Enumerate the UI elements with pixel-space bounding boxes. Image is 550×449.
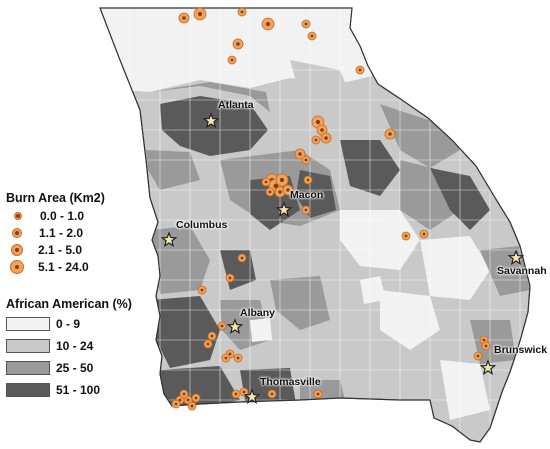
aa-swatch-25-50 (6, 361, 50, 375)
burn-marker-dot (320, 128, 324, 132)
burn-marker-dot (190, 404, 194, 408)
burn-marker-dot (298, 152, 302, 156)
city-label-atlanta: Atlanta (218, 99, 254, 111)
burn-marker-dot (240, 256, 244, 260)
burn-marker-dot (404, 234, 408, 238)
burn-marker-dot (314, 138, 318, 142)
burn-marker-dot (174, 402, 178, 406)
city-star-icon (226, 318, 244, 335)
burn-legend-label: 5.1 - 24.0 (38, 260, 89, 274)
aa-legend-label: 25 - 50 (56, 361, 94, 375)
city-star-icon (507, 249, 525, 266)
burn-marker-dot (316, 392, 320, 396)
city-label-columbus: Columbus (176, 219, 228, 231)
aa-legend-item: 10 - 24 (6, 339, 93, 353)
burn-medium-symbol (12, 228, 22, 238)
aa-swatch-10-24 (6, 339, 50, 353)
burn-marker-dot (273, 183, 279, 189)
burn-marker-dot (315, 119, 321, 125)
burn-legend-label: 0.0 - 1.0 (40, 209, 85, 223)
burn-marker-dot (304, 22, 308, 26)
burn-marker-dot (482, 338, 486, 342)
burn-marker-dot (236, 42, 240, 46)
city-label-savannah: Savannah (497, 265, 547, 277)
burn-legend-item: 0.0 - 1.0 (14, 209, 84, 223)
burn-marker-dot (476, 354, 480, 358)
burn-marker-dot (306, 178, 310, 182)
burn-marker-dot (270, 392, 274, 396)
burn-marker-dot (422, 232, 426, 236)
burn-marker-dot (268, 190, 272, 194)
aa-legend-item: 25 - 50 (6, 361, 93, 375)
burn-marker-dot (182, 392, 186, 396)
burn-marker-dot (224, 356, 228, 360)
burn-marker-dot (186, 398, 190, 402)
burn-marker-dot (324, 136, 328, 140)
burn-legend-item: 2.1 - 5.0 (11, 243, 82, 257)
city-star-icon (479, 359, 497, 376)
burn-marker-dot (304, 208, 308, 212)
burn-legend-item: 1.1 - 2.0 (12, 226, 83, 240)
city-star-icon (243, 388, 261, 405)
city-star-icon (202, 112, 220, 129)
burn-marker-dot (310, 34, 314, 38)
burn-area-markers (171, 7, 491, 411)
burn-marker-dot (286, 188, 290, 192)
burn-xlarge-symbol (10, 260, 24, 274)
aa-legend-item: 0 - 9 (6, 317, 80, 331)
burn-marker-dot (484, 344, 488, 348)
aa-legend-title: African American (%) (6, 297, 132, 311)
burn-marker-dot (228, 276, 232, 280)
burn-marker-dot (234, 392, 238, 396)
aa-legend-label: 51 - 100 (56, 383, 101, 397)
city-label-albany: Albany (240, 307, 276, 319)
burn-marker-dot (230, 58, 234, 62)
burn-marker-dot (228, 352, 232, 356)
aa-legend-item: 51 - 100 (6, 383, 100, 397)
burn-marker-dot (279, 177, 285, 183)
burn-legend-title: Burn Area (Km2) (6, 191, 105, 205)
burn-marker-dot (182, 16, 186, 20)
burn-marker-dot (304, 158, 308, 162)
burn-marker-dot (178, 398, 182, 402)
aa-legend-label: 10 - 24 (56, 339, 94, 353)
burn-marker-dot (206, 342, 210, 346)
burn-marker-dot (236, 356, 240, 360)
burn-marker-dot (194, 396, 198, 400)
aa-swatch-0-9 (6, 317, 50, 331)
burn-legend-label: 2.1 - 5.0 (38, 243, 83, 257)
burn-legend-item: 5.1 - 24.0 (10, 260, 89, 274)
burn-marker-dot (210, 334, 214, 338)
burn-marker-dot (278, 190, 282, 194)
city-star-icon (160, 231, 178, 248)
burn-legend-label: 1.1 - 2.0 (39, 226, 84, 240)
burn-small-symbol (14, 212, 22, 220)
burn-marker-dot (200, 288, 204, 292)
burn-marker-dot (197, 11, 203, 17)
burn-marker-dot (358, 68, 362, 72)
city-markers (160, 112, 525, 405)
burn-large-symbol (11, 244, 23, 256)
burn-marker-dot (265, 21, 271, 27)
burn-marker-dot (220, 324, 224, 328)
city-label-thomasville: Thomasville (260, 376, 321, 388)
city-star-icon (275, 201, 293, 218)
burn-marker-dot (240, 10, 244, 14)
burn-marker-dot (242, 390, 246, 394)
aa-swatch-51-100 (6, 383, 50, 397)
city-label-macon: Macon (290, 189, 324, 201)
burn-marker-dot (264, 180, 268, 184)
county-boundaries (100, 8, 530, 442)
aa-legend-label: 0 - 9 (56, 317, 81, 331)
burn-marker-dot (388, 132, 392, 136)
city-label-brunswick: Brunswick (494, 344, 548, 356)
